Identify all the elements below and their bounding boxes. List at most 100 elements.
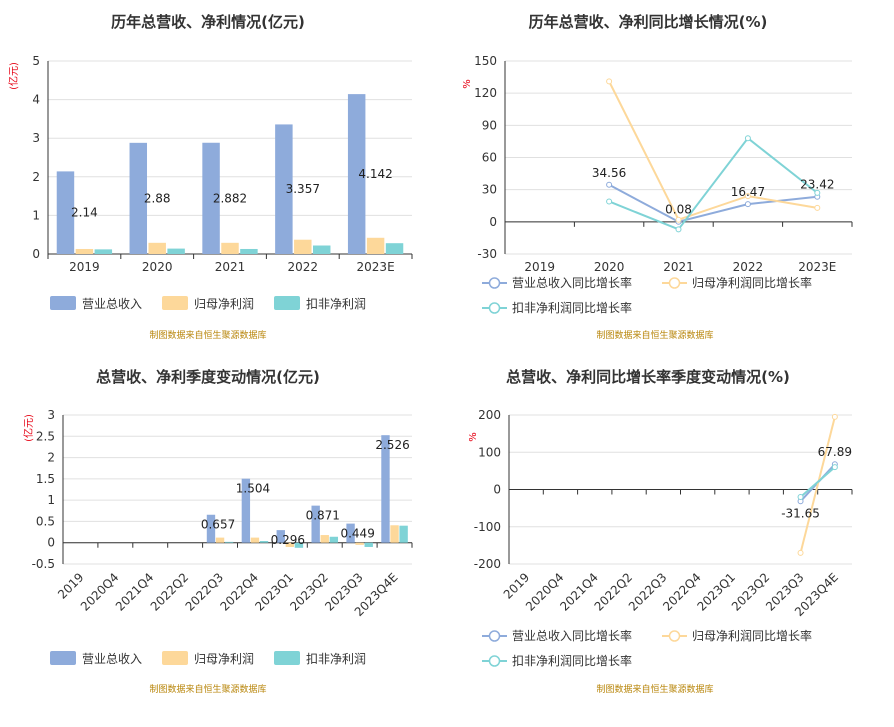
bar-营业总收入 xyxy=(381,435,390,543)
y-unit-label: (亿元) xyxy=(22,414,35,442)
y-tick-label: 120 xyxy=(474,86,497,100)
bar-营业总收入 xyxy=(275,124,293,254)
data-label: 0.657 xyxy=(201,518,235,532)
data-label: 16.47 xyxy=(731,185,765,199)
legend-marker xyxy=(488,630,501,642)
legend-label: 营业总收入 xyxy=(82,652,142,666)
legend-item[interactable]: 归母净利润 xyxy=(162,651,254,666)
legend: 营业总收入 归母净利润 扣非净利润 xyxy=(50,651,366,666)
data-label: 4.142 xyxy=(358,167,392,181)
point-扣非净利润同比增长率 xyxy=(675,226,682,233)
y-tick-label: 3 xyxy=(47,408,55,422)
legend-swatch xyxy=(274,651,300,665)
data-label: 0.449 xyxy=(340,527,374,541)
chart-quarterly_growth: 总营收、净利同比增长率季度变动情况(%)% -200 -100 0 100 200 2019… xyxy=(468,368,853,695)
source-note: 制图数据来自恒生聚源数据库 xyxy=(596,683,713,695)
legend-label: 扣非净利润同比增长率 xyxy=(512,300,632,315)
x-tick-label: 2021 xyxy=(215,260,246,274)
line-归母净利润同比增长率 xyxy=(608,80,818,221)
legend-label: 归母净利润 xyxy=(194,652,254,666)
x-tick-label: 2020 xyxy=(142,260,173,274)
data-label: 2.882 xyxy=(213,191,247,205)
legend-item[interactable]: 扣非净利润 xyxy=(274,296,366,311)
bar-营业总收入 xyxy=(311,505,320,543)
bar-归母净利润 xyxy=(75,248,94,254)
legend-item[interactable]: 归母净利润同比增长率 xyxy=(662,628,812,643)
legend-marker xyxy=(488,655,501,667)
bar-扣非净利润 xyxy=(94,249,113,254)
source-note: 制图数据来自恒生聚源数据库 xyxy=(149,683,266,695)
legend-swatch xyxy=(50,296,76,310)
y-tick-label: 1 xyxy=(47,493,55,507)
x-tick-label: 2021 xyxy=(663,260,694,274)
chart-annual_growth: 历年总营收、净利同比增长情况(%)% -30 0 30 60 90 120 150 2019 20… xyxy=(462,13,853,341)
data-label: 0.296 xyxy=(271,533,305,547)
point-扣非净利润同比增长率 xyxy=(797,493,804,500)
bar-归母净利润 xyxy=(366,237,385,254)
y-tick-label: 2 xyxy=(32,170,40,184)
bar-营业总收入 xyxy=(347,94,366,254)
chart-annual_amount: 历年总营收、净利情况(亿元) (亿元) 0 1 2 3 4 5 2019 2020 2021 2022… xyxy=(7,13,413,341)
legend-marker xyxy=(488,302,501,314)
legend-label: 营业总收入同比增长率 xyxy=(512,628,632,643)
bar-扣非净利润 xyxy=(364,542,373,547)
line-扣非净利润同比增长率 xyxy=(608,136,818,231)
legend-item[interactable]: 营业总收入同比增长率 xyxy=(482,628,632,643)
x-tick-label: 2022 xyxy=(288,260,319,274)
y-tick-label: -100 xyxy=(474,520,501,534)
data-label: 1.504 xyxy=(236,482,270,496)
point-归母净利润同比增长率 xyxy=(831,413,838,420)
legend-label: 扣非净利润 xyxy=(306,297,366,311)
x-tick-label: 2019 xyxy=(524,260,555,274)
legend-label: 营业总收入 xyxy=(82,297,142,311)
bar-营业总收入 xyxy=(129,142,148,254)
bar-归母净利润 xyxy=(221,242,239,254)
bar-扣非净利润 xyxy=(399,525,408,543)
data-label: 2.88 xyxy=(144,191,171,205)
y-unit-label: % xyxy=(462,79,473,89)
y-tick-label: 5 xyxy=(32,54,40,68)
legend-item[interactable]: 营业总收入 xyxy=(50,651,142,666)
bar-归母净利润 xyxy=(294,239,312,254)
bar-营业总收入 xyxy=(206,514,216,543)
x-tick-label: 2022 xyxy=(733,260,764,274)
legend-label: 归母净利润同比增长率 xyxy=(692,275,812,290)
point-归母净利润同比增长率 xyxy=(675,216,682,223)
legend-item[interactable]: 归母净利润同比增长率 xyxy=(662,275,812,290)
x-tick-label: 2023E xyxy=(357,260,395,274)
point-扣非净利润同比增长率 xyxy=(606,198,613,205)
legend-item[interactable]: 营业总收入同比增长率 xyxy=(482,275,632,290)
legend-item[interactable]: 扣非净利润同比增长率 xyxy=(482,300,632,315)
y-unit-label: (亿元) xyxy=(7,62,20,90)
data-label: 23.42 xyxy=(800,178,834,192)
line-营业总收入同比增长率 xyxy=(608,183,818,223)
legend-item[interactable]: 营业总收入 xyxy=(50,296,142,311)
legend-marker xyxy=(668,277,681,289)
chart-title: 总营收、净利同比增长率季度变动情况(%) xyxy=(506,368,790,386)
bar-扣非净利润 xyxy=(167,248,185,254)
data-label: 67.89 xyxy=(818,445,852,459)
legend-swatch xyxy=(162,651,188,665)
legend-marker xyxy=(488,277,501,289)
y-tick-label: 0 xyxy=(489,215,497,229)
x-tick-label: 2023E xyxy=(798,260,836,274)
legend-swatch xyxy=(50,651,76,665)
point-营业总收入同比增长率 xyxy=(744,201,751,208)
point-归母净利润同比增长率 xyxy=(606,78,613,85)
y-tick-label: 2 xyxy=(47,451,55,465)
data-label: 2.526 xyxy=(375,438,409,452)
legend-label: 归母净利润同比增长率 xyxy=(692,628,812,643)
legend-item[interactable]: 归母净利润 xyxy=(162,296,254,311)
y-tick-label: 1.5 xyxy=(36,472,55,486)
bar-营业总收入 xyxy=(56,171,75,254)
legend-item[interactable]: 扣非净利润同比增长率 xyxy=(482,653,632,668)
data-label: -31.65 xyxy=(781,506,820,520)
point-归母净利润同比增长率 xyxy=(814,204,821,211)
legend-item[interactable]: 扣非净利润 xyxy=(274,651,366,666)
source-note: 制图数据来自恒生聚源数据库 xyxy=(596,329,713,341)
data-label: 0.871 xyxy=(306,509,340,523)
y-tick-label: -0.5 xyxy=(32,557,55,571)
point-扣非净利润同比增长率 xyxy=(814,189,821,196)
legend-label: 扣非净利润 xyxy=(306,652,366,666)
